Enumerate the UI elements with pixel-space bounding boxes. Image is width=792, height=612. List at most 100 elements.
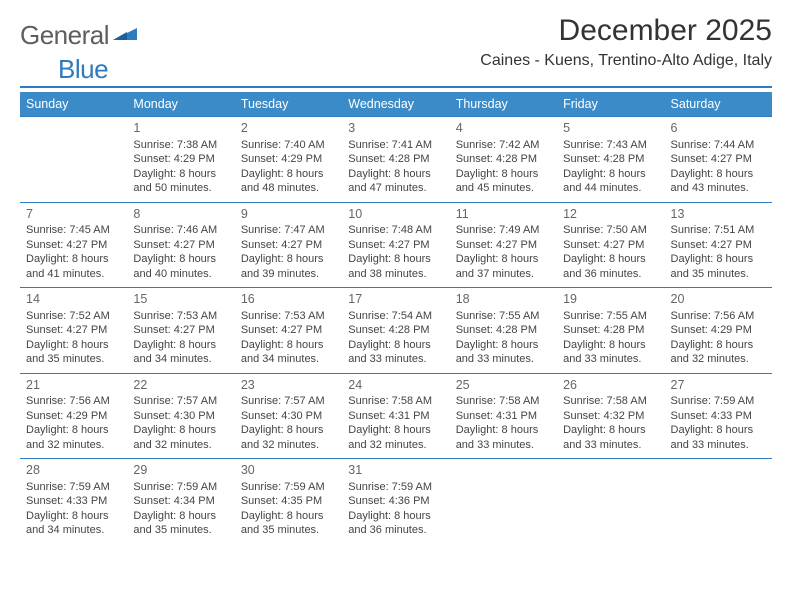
day-header: Sunday bbox=[20, 92, 127, 117]
calendar-body: 1Sunrise: 7:38 AMSunset: 4:29 PMDaylight… bbox=[20, 117, 772, 544]
day-number: 7 bbox=[26, 206, 121, 223]
calendar-day-cell: 11Sunrise: 7:49 AMSunset: 4:27 PMDayligh… bbox=[450, 202, 557, 288]
calendar-week-row: 7Sunrise: 7:45 AMSunset: 4:27 PMDaylight… bbox=[20, 202, 772, 288]
calendar-day-cell: 13Sunrise: 7:51 AMSunset: 4:27 PMDayligh… bbox=[665, 202, 772, 288]
calendar-head: SundayMondayTuesdayWednesdayThursdayFrid… bbox=[20, 92, 772, 117]
day-info: Sunrise: 7:45 AMSunset: 4:27 PMDaylight:… bbox=[26, 223, 121, 281]
day-info: Sunrise: 7:58 AMSunset: 4:31 PMDaylight:… bbox=[456, 394, 551, 452]
day-info: Sunrise: 7:59 AMSunset: 4:33 PMDaylight:… bbox=[26, 480, 121, 538]
day-number: 5 bbox=[563, 120, 658, 137]
calendar-day-cell: 15Sunrise: 7:53 AMSunset: 4:27 PMDayligh… bbox=[127, 288, 234, 374]
day-header: Wednesday bbox=[342, 92, 449, 117]
calendar-week-row: 14Sunrise: 7:52 AMSunset: 4:27 PMDayligh… bbox=[20, 288, 772, 374]
day-number: 21 bbox=[26, 377, 121, 394]
calendar-day-cell: 28Sunrise: 7:59 AMSunset: 4:33 PMDayligh… bbox=[20, 459, 127, 544]
calendar-day-cell: 4Sunrise: 7:42 AMSunset: 4:28 PMDaylight… bbox=[450, 117, 557, 203]
calendar-day-cell: 9Sunrise: 7:47 AMSunset: 4:27 PMDaylight… bbox=[235, 202, 342, 288]
day-info: Sunrise: 7:51 AMSunset: 4:27 PMDaylight:… bbox=[671, 223, 766, 281]
day-info: Sunrise: 7:44 AMSunset: 4:27 PMDaylight:… bbox=[671, 138, 766, 196]
calendar-day-cell: 31Sunrise: 7:59 AMSunset: 4:36 PMDayligh… bbox=[342, 459, 449, 544]
day-number: 10 bbox=[348, 206, 443, 223]
day-number: 15 bbox=[133, 291, 228, 308]
day-number: 18 bbox=[456, 291, 551, 308]
calendar-day-cell: 22Sunrise: 7:57 AMSunset: 4:30 PMDayligh… bbox=[127, 373, 234, 459]
calendar-day-cell: 17Sunrise: 7:54 AMSunset: 4:28 PMDayligh… bbox=[342, 288, 449, 374]
day-info: Sunrise: 7:58 AMSunset: 4:31 PMDaylight:… bbox=[348, 394, 443, 452]
brand-part1: General bbox=[20, 20, 109, 51]
month-title: December 2025 bbox=[480, 14, 772, 48]
calendar-day-cell: 30Sunrise: 7:59 AMSunset: 4:35 PMDayligh… bbox=[235, 459, 342, 544]
day-info: Sunrise: 7:59 AMSunset: 4:36 PMDaylight:… bbox=[348, 480, 443, 538]
calendar-day-cell bbox=[450, 459, 557, 544]
day-number: 3 bbox=[348, 120, 443, 137]
day-number: 8 bbox=[133, 206, 228, 223]
day-info: Sunrise: 7:59 AMSunset: 4:33 PMDaylight:… bbox=[671, 394, 766, 452]
day-number: 2 bbox=[241, 120, 336, 137]
title-underline bbox=[20, 86, 772, 88]
calendar-week-row: 1Sunrise: 7:38 AMSunset: 4:29 PMDaylight… bbox=[20, 117, 772, 203]
day-number: 14 bbox=[26, 291, 121, 308]
day-info: Sunrise: 7:58 AMSunset: 4:32 PMDaylight:… bbox=[563, 394, 658, 452]
calendar-day-cell bbox=[20, 117, 127, 203]
location: Caines - Kuens, Trentino-Alto Adige, Ita… bbox=[480, 52, 772, 70]
calendar-day-cell: 23Sunrise: 7:57 AMSunset: 4:30 PMDayligh… bbox=[235, 373, 342, 459]
day-info: Sunrise: 7:54 AMSunset: 4:28 PMDaylight:… bbox=[348, 309, 443, 367]
day-number: 23 bbox=[241, 377, 336, 394]
day-number: 19 bbox=[563, 291, 658, 308]
day-header: Friday bbox=[557, 92, 664, 117]
day-info: Sunrise: 7:43 AMSunset: 4:28 PMDaylight:… bbox=[563, 138, 658, 196]
day-number: 26 bbox=[563, 377, 658, 394]
calendar-day-cell: 16Sunrise: 7:53 AMSunset: 4:27 PMDayligh… bbox=[235, 288, 342, 374]
day-info: Sunrise: 7:56 AMSunset: 4:29 PMDaylight:… bbox=[671, 309, 766, 367]
brand-part2: Blue bbox=[58, 54, 108, 84]
calendar-day-cell: 1Sunrise: 7:38 AMSunset: 4:29 PMDaylight… bbox=[127, 117, 234, 203]
calendar-day-cell: 14Sunrise: 7:52 AMSunset: 4:27 PMDayligh… bbox=[20, 288, 127, 374]
calendar-day-cell: 8Sunrise: 7:46 AMSunset: 4:27 PMDaylight… bbox=[127, 202, 234, 288]
day-number: 20 bbox=[671, 291, 766, 308]
calendar-day-cell: 2Sunrise: 7:40 AMSunset: 4:29 PMDaylight… bbox=[235, 117, 342, 203]
calendar-day-cell: 10Sunrise: 7:48 AMSunset: 4:27 PMDayligh… bbox=[342, 202, 449, 288]
day-number: 13 bbox=[671, 206, 766, 223]
title-block: December 2025 Caines - Kuens, Trentino-A… bbox=[480, 14, 772, 70]
day-number: 27 bbox=[671, 377, 766, 394]
day-info: Sunrise: 7:48 AMSunset: 4:27 PMDaylight:… bbox=[348, 223, 443, 281]
day-number: 12 bbox=[563, 206, 658, 223]
day-number: 28 bbox=[26, 462, 121, 479]
calendar-table: SundayMondayTuesdayWednesdayThursdayFrid… bbox=[20, 92, 772, 544]
calendar-week-row: 28Sunrise: 7:59 AMSunset: 4:33 PMDayligh… bbox=[20, 459, 772, 544]
day-info: Sunrise: 7:47 AMSunset: 4:27 PMDaylight:… bbox=[241, 223, 336, 281]
day-header-row: SundayMondayTuesdayWednesdayThursdayFrid… bbox=[20, 92, 772, 117]
day-info: Sunrise: 7:38 AMSunset: 4:29 PMDaylight:… bbox=[133, 138, 228, 196]
day-info: Sunrise: 7:42 AMSunset: 4:28 PMDaylight:… bbox=[456, 138, 551, 196]
day-number: 11 bbox=[456, 206, 551, 223]
day-number: 31 bbox=[348, 462, 443, 479]
day-number: 6 bbox=[671, 120, 766, 137]
calendar-day-cell: 18Sunrise: 7:55 AMSunset: 4:28 PMDayligh… bbox=[450, 288, 557, 374]
day-header: Monday bbox=[127, 92, 234, 117]
day-number: 1 bbox=[133, 120, 228, 137]
calendar-day-cell: 3Sunrise: 7:41 AMSunset: 4:28 PMDaylight… bbox=[342, 117, 449, 203]
day-info: Sunrise: 7:40 AMSunset: 4:29 PMDaylight:… bbox=[241, 138, 336, 196]
day-info: Sunrise: 7:57 AMSunset: 4:30 PMDaylight:… bbox=[133, 394, 228, 452]
day-info: Sunrise: 7:53 AMSunset: 4:27 PMDaylight:… bbox=[133, 309, 228, 367]
day-number: 29 bbox=[133, 462, 228, 479]
calendar-day-cell: 20Sunrise: 7:56 AMSunset: 4:29 PMDayligh… bbox=[665, 288, 772, 374]
day-info: Sunrise: 7:49 AMSunset: 4:27 PMDaylight:… bbox=[456, 223, 551, 281]
calendar-day-cell: 12Sunrise: 7:50 AMSunset: 4:27 PMDayligh… bbox=[557, 202, 664, 288]
page: General December 2025 Caines - Kuens, Tr… bbox=[0, 0, 792, 554]
calendar-day-cell bbox=[665, 459, 772, 544]
brand-logo: General bbox=[20, 14, 141, 51]
day-info: Sunrise: 7:53 AMSunset: 4:27 PMDaylight:… bbox=[241, 309, 336, 367]
day-info: Sunrise: 7:59 AMSunset: 4:34 PMDaylight:… bbox=[133, 480, 228, 538]
day-number: 4 bbox=[456, 120, 551, 137]
day-number: 25 bbox=[456, 377, 551, 394]
day-info: Sunrise: 7:57 AMSunset: 4:30 PMDaylight:… bbox=[241, 394, 336, 452]
day-info: Sunrise: 7:55 AMSunset: 4:28 PMDaylight:… bbox=[456, 309, 551, 367]
day-info: Sunrise: 7:56 AMSunset: 4:29 PMDaylight:… bbox=[26, 394, 121, 452]
day-number: 16 bbox=[241, 291, 336, 308]
calendar-day-cell bbox=[557, 459, 664, 544]
calendar-week-row: 21Sunrise: 7:56 AMSunset: 4:29 PMDayligh… bbox=[20, 373, 772, 459]
day-info: Sunrise: 7:59 AMSunset: 4:35 PMDaylight:… bbox=[241, 480, 336, 538]
day-info: Sunrise: 7:55 AMSunset: 4:28 PMDaylight:… bbox=[563, 309, 658, 367]
calendar-day-cell: 27Sunrise: 7:59 AMSunset: 4:33 PMDayligh… bbox=[665, 373, 772, 459]
